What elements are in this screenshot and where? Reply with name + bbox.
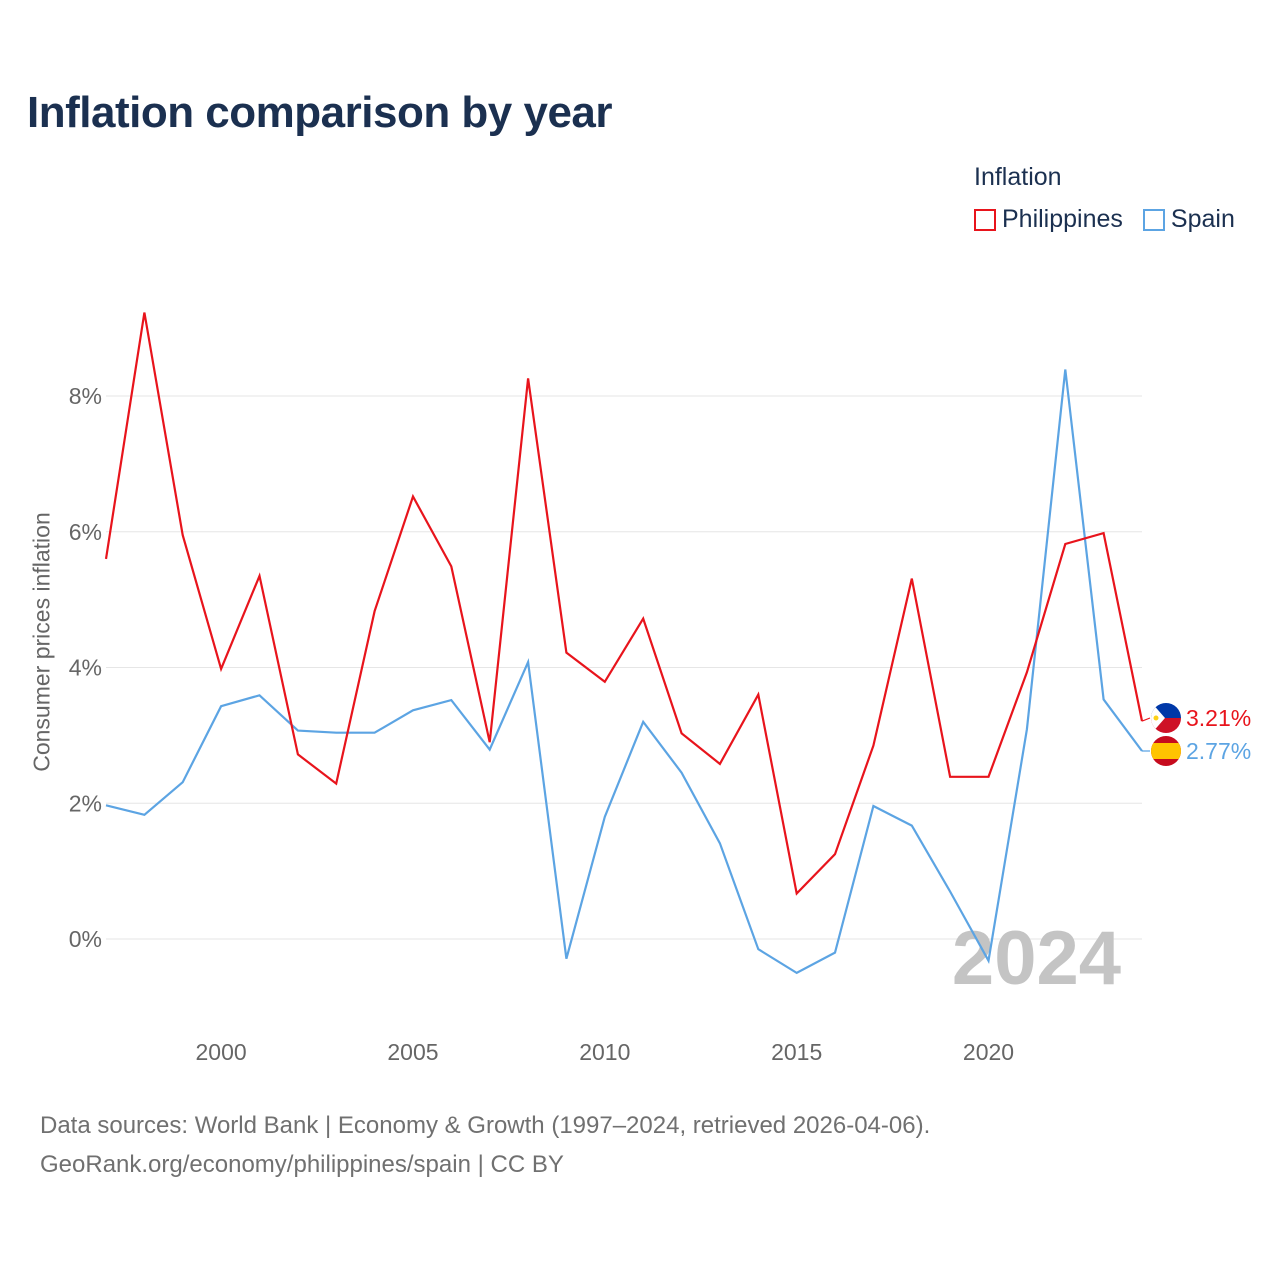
footer-link[interactable]: GeoRank.org/economy/philippines/spain | … (40, 1151, 564, 1178)
y-tick-label: 8% (69, 383, 102, 409)
end-connector (1141, 717, 1151, 722)
watermark-year: 2024 (952, 916, 1121, 1001)
philippines-flag-icon (1151, 703, 1181, 733)
x-tick-label: 2005 (387, 1039, 438, 1065)
legend-title: Inflation (974, 163, 1062, 191)
legend-swatch-spain (1142, 208, 1165, 231)
y-tick-label: 4% (69, 655, 102, 681)
x-tick-label: 2020 (963, 1039, 1014, 1065)
series-line-spain[interactable] (105, 369, 1143, 975)
spain-flag-icon (1151, 736, 1181, 766)
legend: Philippines Spain (974, 205, 1235, 234)
end-value-label-philippines: 3.21% (1186, 705, 1251, 731)
end-value-label-spain: 2.77% (1186, 738, 1251, 764)
legend-item-spain[interactable]: Spain (1142, 205, 1235, 234)
y-tick-label: 2% (69, 790, 102, 816)
x-tick-label: 2000 (196, 1039, 247, 1065)
legend-label-spain: Spain (1170, 205, 1235, 233)
footer-sources: Data sources: World Bank | Economy & Gro… (40, 1112, 931, 1139)
chart-title: Inflation comparison by year (27, 88, 613, 137)
legend-label-philippines: Philippines (1002, 205, 1123, 233)
x-tick-label: 2015 (771, 1039, 822, 1065)
y-tick-label: 0% (69, 926, 102, 952)
legend-swatch-philippines (974, 208, 996, 231)
y-tick-label: 6% (69, 519, 102, 545)
legend-item-philippines[interactable]: Philippines (974, 205, 1123, 234)
footer: Data sources: World Bank | Economy & Gro… (40, 1106, 930, 1184)
x-tick-label: 2010 (579, 1039, 630, 1065)
series-line-philippines[interactable] (104, 312, 1144, 896)
